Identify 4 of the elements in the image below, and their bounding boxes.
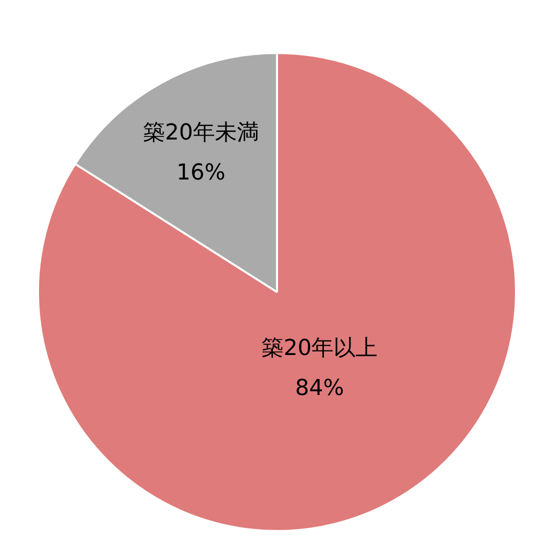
slice-label: 築20年以上	[262, 336, 378, 362]
data-label: 84%	[295, 376, 344, 402]
data-label: 16%	[176, 160, 226, 186]
slice-label: 築20年未満	[143, 120, 260, 146]
